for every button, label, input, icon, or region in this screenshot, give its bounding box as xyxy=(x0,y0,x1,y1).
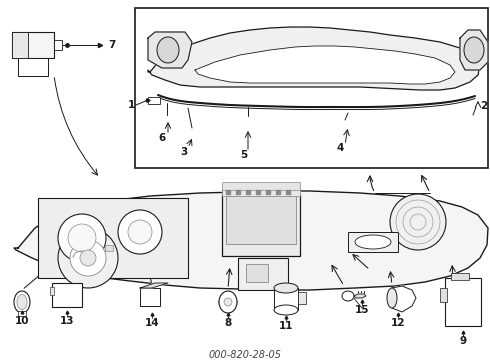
Bar xyxy=(163,116,177,128)
Bar xyxy=(38,198,188,278)
Bar xyxy=(222,182,300,190)
Text: 3: 3 xyxy=(180,147,188,157)
Ellipse shape xyxy=(14,291,30,313)
Bar xyxy=(165,118,175,126)
Ellipse shape xyxy=(17,294,27,310)
Text: 5: 5 xyxy=(241,150,247,160)
Circle shape xyxy=(58,214,106,262)
Bar xyxy=(18,58,48,76)
Circle shape xyxy=(390,194,446,250)
Circle shape xyxy=(70,240,106,276)
Bar xyxy=(246,264,268,282)
Text: 2: 2 xyxy=(480,101,488,111)
Circle shape xyxy=(118,210,162,254)
Bar xyxy=(18,311,26,316)
Bar xyxy=(148,97,160,104)
Bar xyxy=(105,245,113,251)
Circle shape xyxy=(128,220,152,244)
Bar xyxy=(140,288,160,306)
Circle shape xyxy=(80,250,96,266)
Bar xyxy=(238,258,288,290)
Circle shape xyxy=(58,228,118,288)
Polygon shape xyxy=(148,32,192,68)
Bar xyxy=(451,273,469,280)
Text: 000-820-28-05: 000-820-28-05 xyxy=(209,350,281,360)
Bar xyxy=(348,232,398,252)
Ellipse shape xyxy=(219,291,237,313)
Bar xyxy=(222,188,300,196)
Text: 9: 9 xyxy=(460,336,466,346)
Text: 11: 11 xyxy=(279,321,293,331)
Ellipse shape xyxy=(387,288,397,308)
Ellipse shape xyxy=(355,235,391,249)
Polygon shape xyxy=(140,283,168,288)
Ellipse shape xyxy=(464,37,484,63)
Bar xyxy=(135,8,488,168)
Bar xyxy=(440,288,447,302)
Bar xyxy=(52,283,82,307)
Ellipse shape xyxy=(157,37,179,63)
Text: 15: 15 xyxy=(355,305,369,315)
Text: 8: 8 xyxy=(224,318,232,328)
Bar xyxy=(12,32,54,58)
Bar xyxy=(243,116,253,124)
Circle shape xyxy=(68,224,96,252)
Bar xyxy=(222,194,300,256)
Ellipse shape xyxy=(342,291,354,301)
Bar xyxy=(468,116,482,124)
Polygon shape xyxy=(14,191,488,290)
Bar xyxy=(298,292,306,304)
Polygon shape xyxy=(392,286,416,312)
Ellipse shape xyxy=(274,305,298,315)
Polygon shape xyxy=(148,27,480,90)
Bar xyxy=(343,117,353,122)
Bar xyxy=(190,130,200,140)
Polygon shape xyxy=(460,30,488,70)
Bar xyxy=(12,32,28,58)
Polygon shape xyxy=(195,46,455,84)
Bar xyxy=(54,40,62,50)
Bar xyxy=(187,127,203,143)
Text: 14: 14 xyxy=(145,318,159,328)
Bar xyxy=(341,116,355,125)
Bar xyxy=(466,114,484,126)
Bar xyxy=(274,288,298,310)
Ellipse shape xyxy=(274,283,298,293)
Text: 10: 10 xyxy=(15,316,29,326)
Bar xyxy=(448,122,462,129)
Bar xyxy=(446,120,464,130)
Text: 13: 13 xyxy=(60,316,74,326)
Text: 7: 7 xyxy=(108,40,115,50)
Text: 1: 1 xyxy=(128,100,135,110)
Text: 6: 6 xyxy=(158,133,166,143)
Bar xyxy=(245,118,251,122)
Text: 12: 12 xyxy=(391,318,405,328)
Text: 4: 4 xyxy=(336,143,343,153)
Polygon shape xyxy=(354,294,366,298)
Bar xyxy=(50,287,54,295)
Ellipse shape xyxy=(224,298,232,306)
Bar xyxy=(226,196,296,244)
Bar xyxy=(445,278,481,326)
